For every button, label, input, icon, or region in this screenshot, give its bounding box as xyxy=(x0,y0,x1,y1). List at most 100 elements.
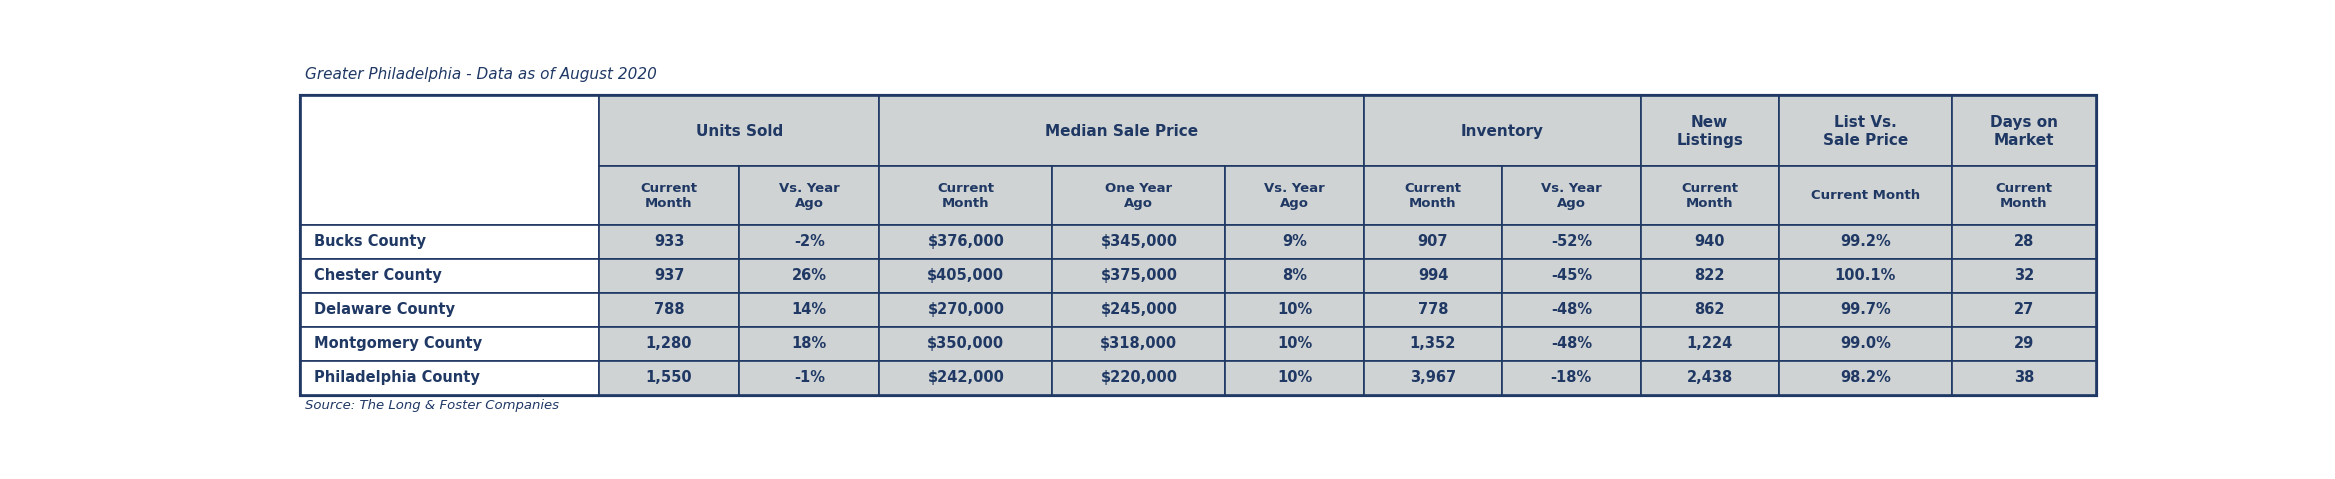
Bar xyxy=(1226,225,1364,259)
Text: 10%: 10% xyxy=(1277,302,1312,317)
Bar xyxy=(1501,225,1642,259)
Text: 822: 822 xyxy=(1695,268,1726,283)
Bar xyxy=(301,225,598,259)
Bar xyxy=(740,361,880,395)
Text: Current
Month: Current Month xyxy=(640,182,698,209)
Bar xyxy=(301,96,2097,395)
Text: Days on
Market: Days on Market xyxy=(1989,115,2057,148)
Text: Philadelphia County: Philadelphia County xyxy=(313,370,479,386)
Text: 1,352: 1,352 xyxy=(1410,336,1457,352)
Text: One Year
Ago: One Year Ago xyxy=(1104,182,1172,209)
Bar xyxy=(880,293,1053,327)
Bar xyxy=(301,259,598,293)
Text: $245,000: $245,000 xyxy=(1100,302,1177,317)
Bar xyxy=(880,259,1053,293)
Text: -18%: -18% xyxy=(1550,370,1592,386)
Bar xyxy=(1952,327,2097,361)
Bar xyxy=(740,166,880,225)
Bar xyxy=(1226,259,1364,293)
Bar xyxy=(1053,327,1226,361)
Text: $242,000: $242,000 xyxy=(927,370,1004,386)
Text: Current
Month: Current Month xyxy=(1681,182,1737,209)
Text: 788: 788 xyxy=(654,302,684,317)
Bar xyxy=(880,225,1053,259)
Bar xyxy=(1952,166,2097,225)
Bar xyxy=(1779,361,1952,395)
Bar xyxy=(1364,327,1501,361)
Bar xyxy=(304,99,2094,393)
Text: 98.2%: 98.2% xyxy=(1840,370,1891,386)
Bar xyxy=(598,96,880,166)
Bar xyxy=(1364,225,1501,259)
Bar xyxy=(1501,259,1642,293)
Bar xyxy=(301,361,598,395)
Bar xyxy=(1952,259,2097,293)
Bar xyxy=(598,225,740,259)
Bar xyxy=(1952,361,2097,395)
Bar xyxy=(1226,327,1364,361)
Text: 27: 27 xyxy=(2013,302,2034,317)
Text: Bucks County: Bucks County xyxy=(313,234,425,249)
Text: Vs. Year
Ago: Vs. Year Ago xyxy=(780,182,841,209)
Text: Current Month: Current Month xyxy=(1812,189,1919,202)
Text: 1,224: 1,224 xyxy=(1686,336,1733,352)
Text: 99.2%: 99.2% xyxy=(1840,234,1891,249)
Text: Delaware County: Delaware County xyxy=(313,302,455,317)
Text: Inventory: Inventory xyxy=(1462,124,1543,139)
Text: $270,000: $270,000 xyxy=(927,302,1004,317)
Text: 100.1%: 100.1% xyxy=(1835,268,1896,283)
Text: 3,967: 3,967 xyxy=(1410,370,1457,386)
Bar xyxy=(1642,96,1779,166)
Bar xyxy=(1642,259,1779,293)
Bar xyxy=(1053,361,1226,395)
Bar xyxy=(301,96,598,225)
Bar xyxy=(1364,166,1501,225)
Bar xyxy=(1364,361,1501,395)
Bar xyxy=(598,259,740,293)
Text: 933: 933 xyxy=(654,234,684,249)
Text: 18%: 18% xyxy=(792,336,827,352)
Bar xyxy=(1642,327,1779,361)
Bar xyxy=(740,327,880,361)
Text: Current
Month: Current Month xyxy=(1403,182,1462,209)
Text: $350,000: $350,000 xyxy=(927,336,1004,352)
Text: 29: 29 xyxy=(2013,336,2034,352)
Bar xyxy=(1364,259,1501,293)
Bar xyxy=(1642,361,1779,395)
Bar xyxy=(1053,293,1226,327)
Text: 38: 38 xyxy=(2013,370,2034,386)
Text: $345,000: $345,000 xyxy=(1100,234,1177,249)
Text: Vs. Year
Ago: Vs. Year Ago xyxy=(1263,182,1324,209)
Text: List Vs.
Sale Price: List Vs. Sale Price xyxy=(1824,115,1908,148)
Bar xyxy=(880,361,1053,395)
Bar xyxy=(598,166,740,225)
Text: 26%: 26% xyxy=(792,268,827,283)
Text: 10%: 10% xyxy=(1277,336,1312,352)
Bar xyxy=(1501,293,1642,327)
Bar xyxy=(1952,293,2097,327)
Text: -48%: -48% xyxy=(1550,336,1592,352)
Bar xyxy=(1364,293,1501,327)
Text: Current
Month: Current Month xyxy=(1996,182,2052,209)
Bar xyxy=(1226,166,1364,225)
Text: 940: 940 xyxy=(1695,234,1726,249)
Text: 778: 778 xyxy=(1417,302,1448,317)
Bar xyxy=(1226,293,1364,327)
Bar xyxy=(1053,166,1226,225)
Text: 9%: 9% xyxy=(1282,234,1308,249)
Bar xyxy=(1501,361,1642,395)
Bar xyxy=(1779,293,1952,327)
Text: 10%: 10% xyxy=(1277,370,1312,386)
Bar xyxy=(1501,327,1642,361)
Bar xyxy=(1779,327,1952,361)
Bar xyxy=(740,259,880,293)
Bar xyxy=(880,166,1053,225)
Text: Current
Month: Current Month xyxy=(936,182,995,209)
Bar xyxy=(1642,293,1779,327)
Text: Montgomery County: Montgomery County xyxy=(313,336,481,352)
Text: 1,550: 1,550 xyxy=(647,370,691,386)
Bar xyxy=(880,327,1053,361)
Bar xyxy=(598,327,740,361)
Text: $375,000: $375,000 xyxy=(1100,268,1177,283)
Bar xyxy=(1642,166,1779,225)
